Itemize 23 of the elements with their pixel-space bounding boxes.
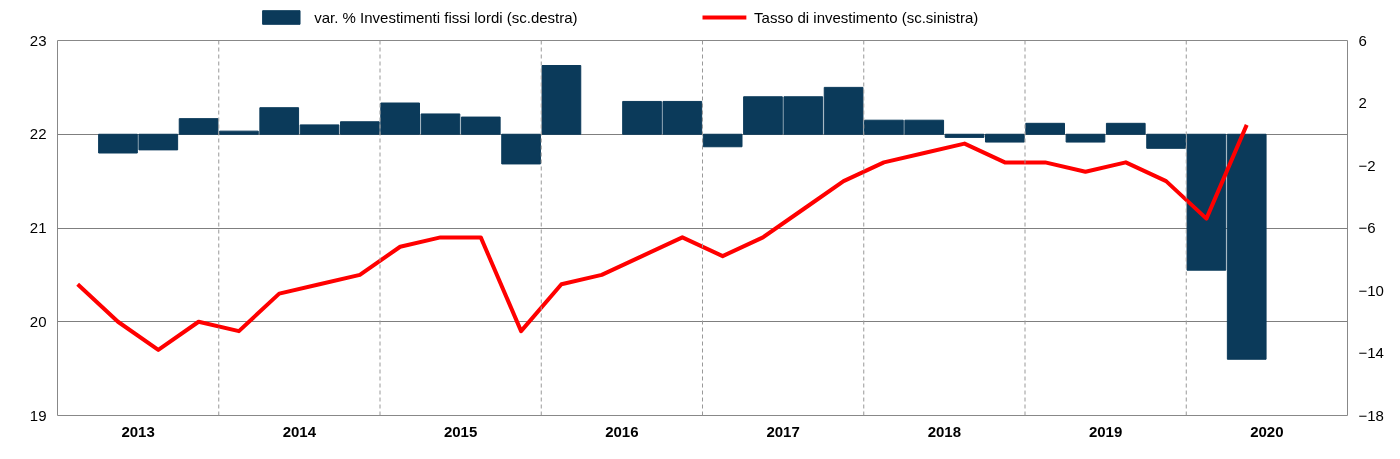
x-tick-label: 2013 xyxy=(121,422,155,440)
x-tick-label: 2016 xyxy=(605,422,639,440)
legend-label: Tasso di investimento (sc.sinistra) xyxy=(754,9,979,26)
y-tick-label: 20 xyxy=(29,312,47,330)
line-series xyxy=(75,122,1249,352)
legend-label: var. % Investimenti fissi lordi (sc.destra) xyxy=(314,9,578,26)
y-tick-label: 23 xyxy=(29,31,47,49)
y2-tick-label: −18 xyxy=(1358,406,1384,424)
y2-tick-label: 6 xyxy=(1358,31,1367,49)
x-tick-label: 2019 xyxy=(1088,422,1123,440)
x-tick-label: 2017 xyxy=(766,422,800,440)
y-tick-label: 22 xyxy=(29,125,47,143)
y2-tick-label: −10 xyxy=(1358,281,1384,299)
y2-tick-label: 2 xyxy=(1358,94,1367,111)
y-tick-label: 21 xyxy=(29,219,47,236)
x-tick-label: 2018 xyxy=(927,422,962,440)
y2-tick-label: −2 xyxy=(1358,156,1376,174)
x-tick-label: 2020 xyxy=(1250,422,1284,440)
y2-tick-label: −6 xyxy=(1358,219,1376,236)
x-tick-label: 2014 xyxy=(282,422,317,440)
y-tick-label: 19 xyxy=(29,406,47,424)
y2-tick-label: −14 xyxy=(1358,344,1384,361)
x-tick-label: 2015 xyxy=(443,422,478,440)
